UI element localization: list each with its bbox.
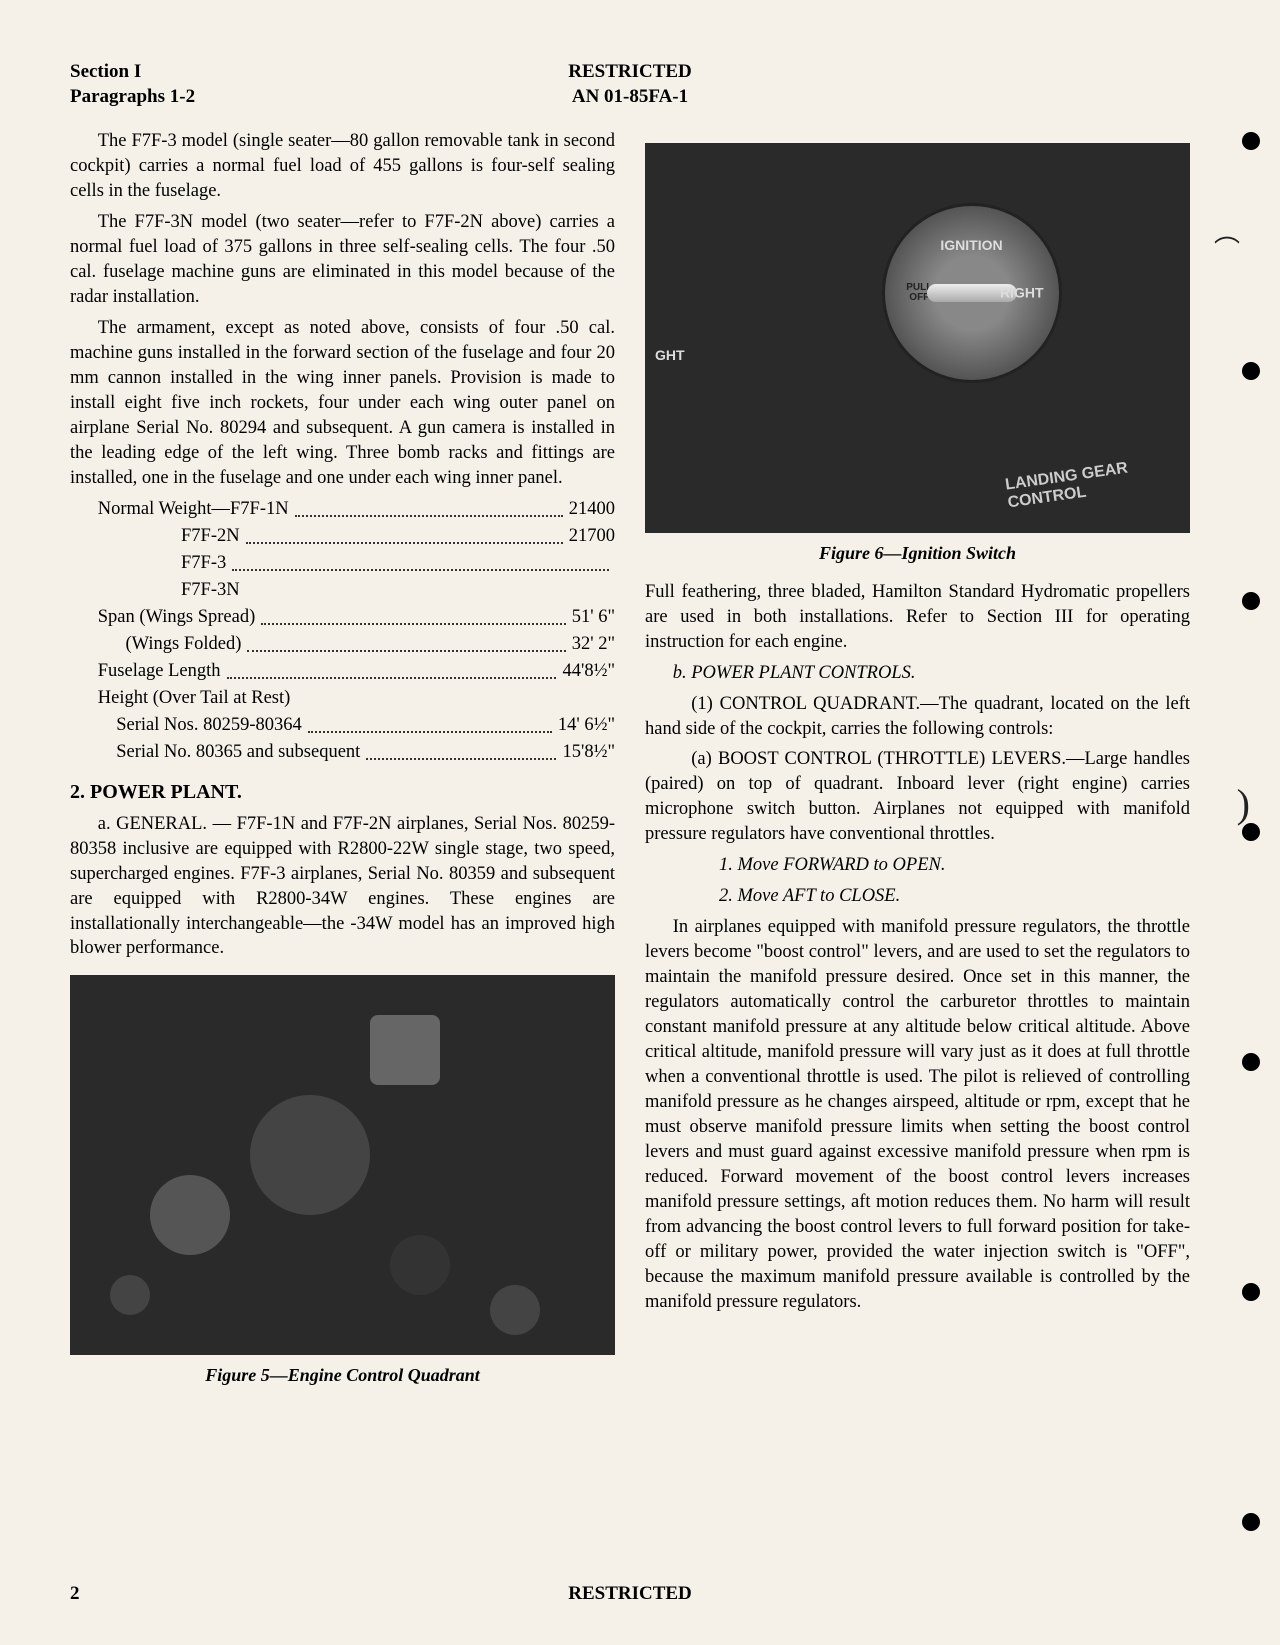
spec-label: Span (Wings Spread) bbox=[98, 605, 256, 630]
header-center: RESTRICTED AN 01-85FA-1 bbox=[568, 60, 692, 109]
spec-dots bbox=[232, 551, 609, 571]
punch-hole bbox=[1242, 823, 1260, 841]
spec-dots bbox=[247, 632, 565, 652]
spec-dots bbox=[366, 740, 556, 760]
spec-label: Height (Over Tail at Rest) bbox=[98, 686, 291, 711]
spec-dots bbox=[308, 713, 552, 733]
spec-label: F7F-3 bbox=[181, 551, 226, 576]
punch-hole bbox=[1242, 592, 1260, 610]
ignition-dial: IGNITION PULL OFF RIGHT bbox=[882, 203, 1062, 383]
para-control-quadrant: (1) CONTROL QUADRANT.—The quadrant, loca… bbox=[645, 692, 1190, 742]
page-number: 2 bbox=[70, 1583, 80, 1605]
punch-hole bbox=[1242, 1513, 1260, 1531]
right-label: RIGHT bbox=[1000, 284, 1044, 303]
margin-tilde-mark: ⌒ bbox=[1214, 230, 1240, 267]
list-item-1: 1. Move FORWARD to OPEN. bbox=[645, 853, 1190, 878]
para-power-controls-head: b. POWER PLANT CONTROLS. bbox=[645, 661, 1190, 686]
spec-normal-weight-3n: F7F-3N bbox=[70, 578, 615, 603]
spec-span-folded: (Wings Folded) 32' 2" bbox=[70, 632, 615, 657]
spec-label: F7F-2N bbox=[181, 524, 240, 549]
spec-fuselage: Fuselage Length 44'8½" bbox=[70, 659, 615, 684]
footer-spacer bbox=[1185, 1583, 1190, 1605]
punch-hole bbox=[1242, 362, 1260, 380]
figure-6-caption: Figure 6—Ignition Switch bbox=[645, 541, 1190, 565]
list-item-2: 2. Move AFT to CLOSE. bbox=[645, 884, 1190, 909]
spec-dots bbox=[261, 605, 565, 625]
para-boost-control: (a) BOOST CONTROL (THROTTLE) LEVERS.—Lar… bbox=[645, 747, 1190, 847]
para-general: a. GENERAL. — F7F-1N and F7F-2N airplane… bbox=[70, 812, 615, 962]
two-column-layout: The F7F-3 model (single seater—80 gallon… bbox=[70, 129, 1190, 1401]
figure-6-image: IGNITION PULL OFF RIGHT GHT LANDING GEAR… bbox=[645, 143, 1190, 533]
spec-label: (Wings Folded) bbox=[126, 632, 242, 657]
para-f7f3: The F7F-3 model (single seater—80 gallon… bbox=[70, 129, 615, 204]
para-propellers: Full feathering, three bladed, Hamilton … bbox=[645, 580, 1190, 655]
spec-height-label: Height (Over Tail at Rest) bbox=[70, 686, 615, 711]
punch-hole bbox=[1242, 1053, 1260, 1071]
spec-normal-weight-1n: Normal Weight—F7F-1N 21400 bbox=[70, 497, 615, 522]
doc-number: AN 01-85FA-1 bbox=[568, 85, 692, 110]
spec-value: 21700 bbox=[569, 524, 615, 549]
para-manifold-pressure: In airplanes equipped with manifold pres… bbox=[645, 915, 1190, 1315]
spec-value: 44'8½" bbox=[562, 659, 615, 684]
figure-5-caption: Figure 5—Engine Control Quadrant bbox=[70, 1363, 615, 1387]
para-armament: The armament, except as noted above, con… bbox=[70, 316, 615, 491]
spec-normal-weight-2n: F7F-2N 21700 bbox=[70, 524, 615, 549]
spec-serial-1: Serial Nos. 80259-80364 14' 6½" bbox=[70, 713, 615, 738]
para-f7f3n: The F7F-3N model (two seater—refer to F7… bbox=[70, 210, 615, 310]
left-column: The F7F-3 model (single seater—80 gallon… bbox=[70, 129, 615, 1401]
spec-dots bbox=[295, 497, 563, 517]
page-footer: 2 RESTRICTED bbox=[70, 1583, 1190, 1605]
spec-serial-2: Serial No. 80365 and subsequent 15'8½" bbox=[70, 740, 615, 765]
punch-hole bbox=[1242, 132, 1260, 150]
section-2-heading: 2. POWER PLANT. bbox=[70, 779, 615, 806]
spec-dots bbox=[246, 524, 563, 544]
spec-value: 15'8½" bbox=[562, 740, 615, 765]
header-left: Section I Paragraphs 1-2 bbox=[70, 60, 195, 109]
spec-value: 21400 bbox=[569, 497, 615, 522]
figure-5-image bbox=[70, 975, 615, 1355]
spec-label: F7F-3N bbox=[181, 578, 240, 603]
classification-bottom: RESTRICTED bbox=[568, 1583, 692, 1605]
right-column: IGNITION PULL OFF RIGHT GHT LANDING GEAR… bbox=[645, 129, 1190, 1401]
spec-label: Normal Weight—F7F-1N bbox=[98, 497, 289, 522]
punch-hole bbox=[1242, 1283, 1260, 1301]
classification-top: RESTRICTED bbox=[568, 60, 692, 85]
spec-dots bbox=[227, 659, 557, 679]
spec-value: 14' 6½" bbox=[558, 713, 615, 738]
section-label: Section I bbox=[70, 60, 195, 85]
spec-label: Serial No. 80365 and subsequent bbox=[116, 740, 360, 765]
spec-label: Serial Nos. 80259-80364 bbox=[116, 713, 302, 738]
paragraphs-label: Paragraphs 1-2 bbox=[70, 85, 195, 110]
spec-value: 51' 6" bbox=[572, 605, 615, 630]
punch-holes bbox=[1240, 0, 1260, 1645]
page-header: Section I Paragraphs 1-2 RESTRICTED AN 0… bbox=[70, 60, 1190, 109]
spec-value: 32' 2" bbox=[572, 632, 615, 657]
power-controls-text: b. POWER PLANT CONTROLS. bbox=[673, 663, 916, 683]
spec-label: Fuselage Length bbox=[98, 659, 221, 684]
ignition-text: IGNITION bbox=[940, 236, 1002, 255]
spec-span: Span (Wings Spread) 51' 6" bbox=[70, 605, 615, 630]
page-container: Section I Paragraphs 1-2 RESTRICTED AN 0… bbox=[70, 60, 1190, 1605]
left-partial-label: GHT bbox=[655, 346, 685, 365]
spec-normal-weight-3: F7F-3 bbox=[70, 551, 615, 576]
landing-gear-panel: LANDING GEAR CONTROL bbox=[1005, 460, 1132, 512]
